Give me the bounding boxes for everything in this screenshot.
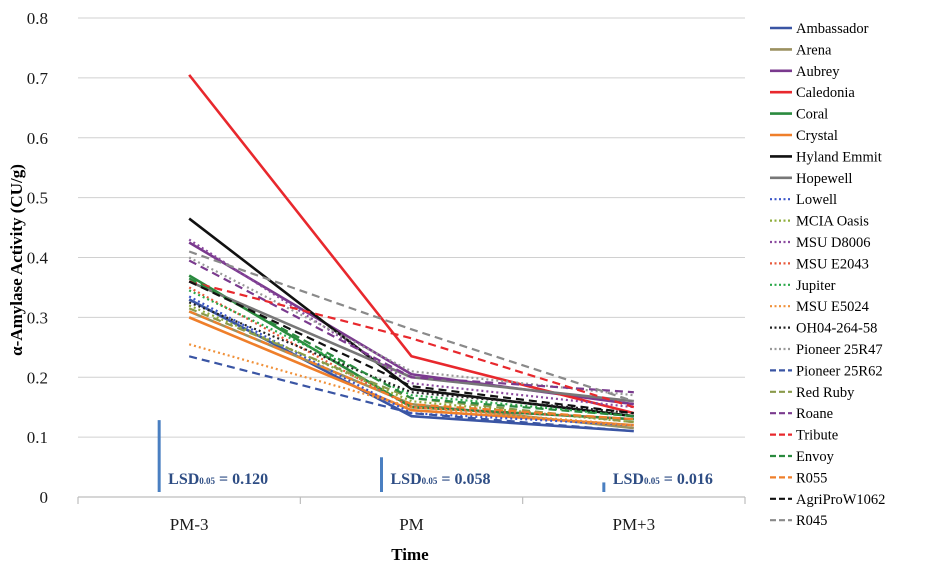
gridlines (78, 17, 745, 498)
legend-label: R045 (796, 513, 827, 529)
series-line-msu-e2043 (188, 286, 634, 421)
series-line-pioneer-25r62 (188, 355, 634, 433)
series-line-caledonia (188, 74, 635, 415)
series-line-agriprow1062 (188, 280, 634, 415)
series-line-envoy (188, 277, 634, 418)
legend-label: Roane (796, 406, 833, 422)
y-tick-label: 0.6 (27, 129, 48, 148)
x-axis-ticks: PM-3 PM PM+3 (77, 497, 746, 534)
legend-label: Hyland Emmit (796, 149, 882, 165)
series-line-tribute (188, 280, 635, 409)
legend-label: Aubrey (796, 64, 840, 80)
legend-label: Crystal (796, 128, 838, 144)
y-tick-label: 0.3 (27, 308, 48, 327)
series-line-jupiter (188, 289, 634, 418)
series-lines (188, 74, 635, 433)
legend-label: AgriProW1062 (796, 492, 885, 508)
y-axis-title: α-Amylase Activity (CU/g) (7, 164, 26, 356)
y-tick-label: 0.4 (27, 249, 49, 268)
legend-label: Coral (796, 107, 828, 123)
series-line-crystal (188, 316, 634, 427)
series-line-msu-e5024 (188, 343, 634, 427)
x-tick-label: PM+3 (612, 515, 655, 534)
legend-label: MSU D8006 (796, 235, 871, 251)
y-tick-label: 0.8 (27, 9, 48, 28)
legend-label: Lowell (796, 192, 837, 208)
lsd-label: LSD0.05 = 0.120 (168, 471, 268, 488)
series-line-lowell (188, 295, 634, 427)
y-tick-label: 0.2 (27, 368, 48, 387)
y-tick-label: 0.7 (27, 69, 49, 88)
legend-label: Ambassador (796, 21, 869, 37)
legend-label: MSU E5024 (796, 299, 870, 315)
y-tick-label: 0.5 (27, 189, 48, 208)
legend-label: Envoy (796, 449, 835, 465)
legend-label: Hopewell (796, 171, 852, 187)
series-line-r045 (188, 250, 635, 403)
legend-label: Pioneer 25R47 (796, 342, 883, 358)
lsd-label: LSD0.05 = 0.058 (391, 471, 491, 488)
legend-label: Jupiter (796, 278, 836, 294)
series-line-hyland-emmit (188, 217, 634, 418)
legend-label: Caledonia (796, 85, 855, 101)
y-tick-label: 0 (40, 488, 49, 507)
legend-label: OH04-264-58 (796, 321, 877, 337)
series-line-roane (188, 259, 634, 394)
legend-label: Tribute (796, 428, 838, 444)
legend-label: Pioneer 25R62 (796, 363, 883, 379)
y-axis-ticks: 0 0.1 0.2 0.3 0.4 0.5 0.6 0.7 0.8 (27, 9, 49, 507)
legend: Ambassador Arena Aubrey Caledonia Coral Cryst… (770, 21, 885, 529)
lsd-markers: LSD0.05 = 0.120 LSD0.05 = 0.058 LSD0.05 = … (157, 420, 713, 492)
y-tick-label: 0.1 (27, 428, 48, 447)
lsd-label: LSD0.05 = 0.016 (613, 471, 713, 488)
x-tick-label: PM-3 (170, 515, 209, 534)
series-line-r055 (188, 310, 634, 421)
legend-label: R055 (796, 470, 827, 486)
x-axis-title: Time (391, 545, 429, 564)
x-tick-label: PM (399, 515, 424, 534)
legend-label: MCIA Oasis (796, 214, 869, 230)
legend-label: MSU E2043 (796, 256, 869, 272)
legend-label: Arena (796, 42, 832, 58)
legend-label: Red Ruby (796, 385, 855, 401)
